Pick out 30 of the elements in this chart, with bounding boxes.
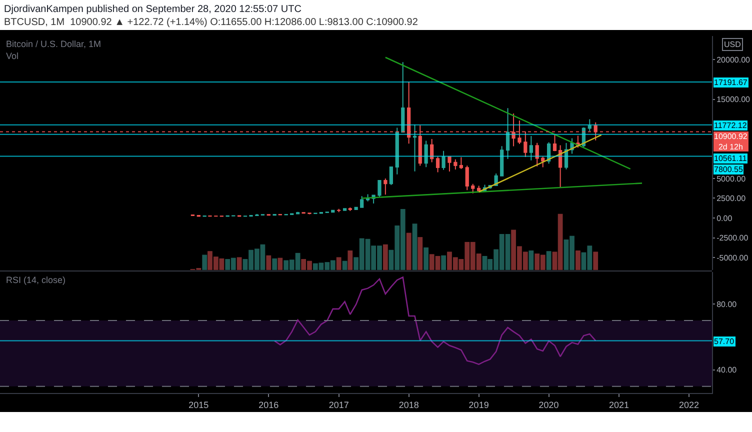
y-tick-label: 2500.00	[716, 194, 746, 204]
chart-title: Vol	[6, 51, 19, 61]
legend-label: 7800.55	[714, 165, 744, 174]
x-tick-label: 2016	[258, 400, 279, 410]
x-tick-label: 2019	[468, 400, 489, 410]
y-tick-label: 40.00	[716, 366, 738, 375]
chart-title: RSI (14, close)	[6, 275, 66, 285]
ref-line-label: 17191.67	[714, 78, 748, 87]
x-tick-label: 2018	[398, 400, 419, 410]
y-tick-label: 15000.00	[716, 95, 751, 104]
chart-title: Bitcoin / U.S. Dollar, 1M	[6, 39, 102, 49]
ref-line-label: 10561.11	[714, 154, 748, 163]
text: 2d 12h	[718, 142, 743, 152]
ref-line-label: 57.70	[714, 337, 735, 346]
x-tick-label: 2020	[538, 400, 559, 410]
y-tick-label: -2500.00	[716, 234, 749, 243]
y-tick-label: 5000.00	[716, 174, 746, 184]
y-tick-label: 80.00	[716, 300, 738, 309]
y-axis-title: USD	[724, 40, 742, 49]
x-tick-label: 2021	[608, 400, 630, 410]
text: DjordivanKampen published on September 28, 2020 12:55:07 UTC	[4, 4, 302, 15]
y-tick-label: -5000.00	[716, 253, 749, 262]
ref-line-label: 11772.12	[714, 121, 748, 130]
y-tick-label: 20000.00	[716, 56, 751, 65]
ref-line-label: 10900.92	[714, 132, 748, 141]
text: BTCUSD, 1M 10900.92 ▲ +122.72 (+1.14%) O:11655.00 H:12086.00 L:9813.00 C:10900.92	[4, 17, 418, 28]
x-tick-label: 2017	[328, 400, 349, 410]
x-tick-label: 2015	[188, 400, 209, 410]
y-tick-label: 0.00	[716, 214, 733, 223]
x-tick-label: 2022	[678, 400, 700, 410]
